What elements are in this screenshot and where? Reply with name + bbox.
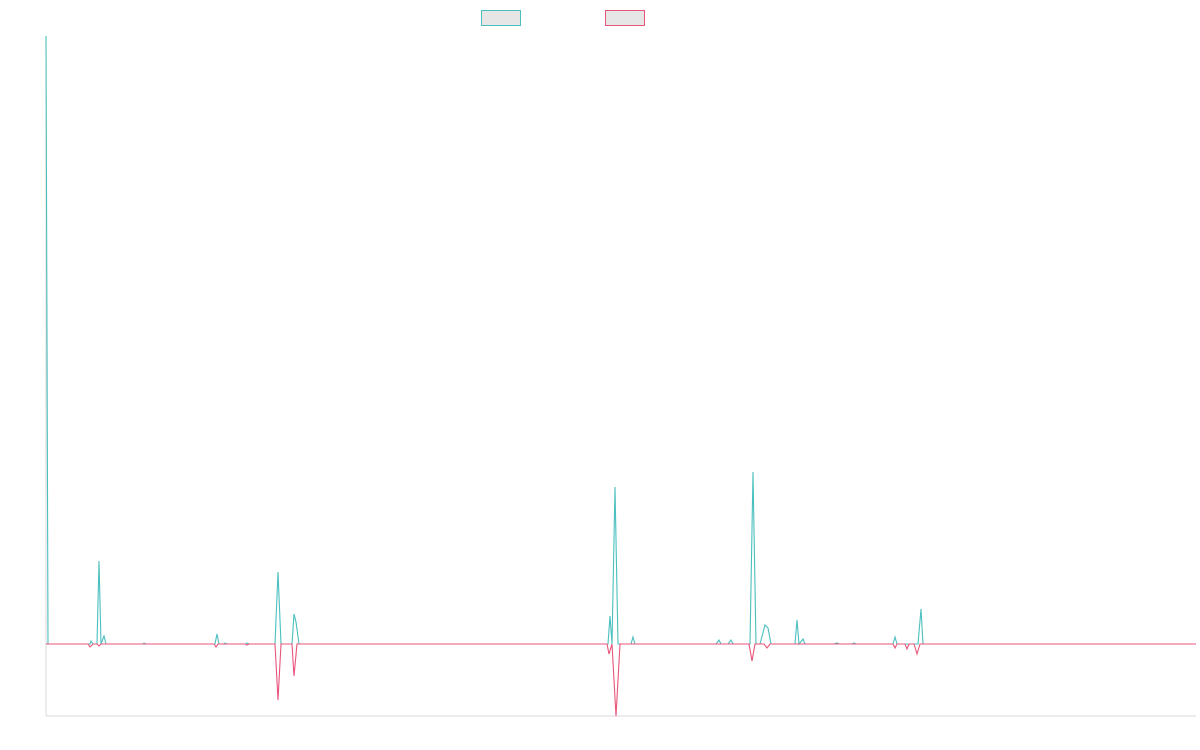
legend-swatch-1: [481, 10, 521, 26]
legend: [481, 10, 645, 26]
axes: [45, 36, 1196, 717]
legend-swatch-2: [605, 10, 645, 26]
series-layer: [45, 35, 1196, 717]
series-line-1: [45, 35, 1196, 646]
series-line-2: [46, 643, 1196, 717]
